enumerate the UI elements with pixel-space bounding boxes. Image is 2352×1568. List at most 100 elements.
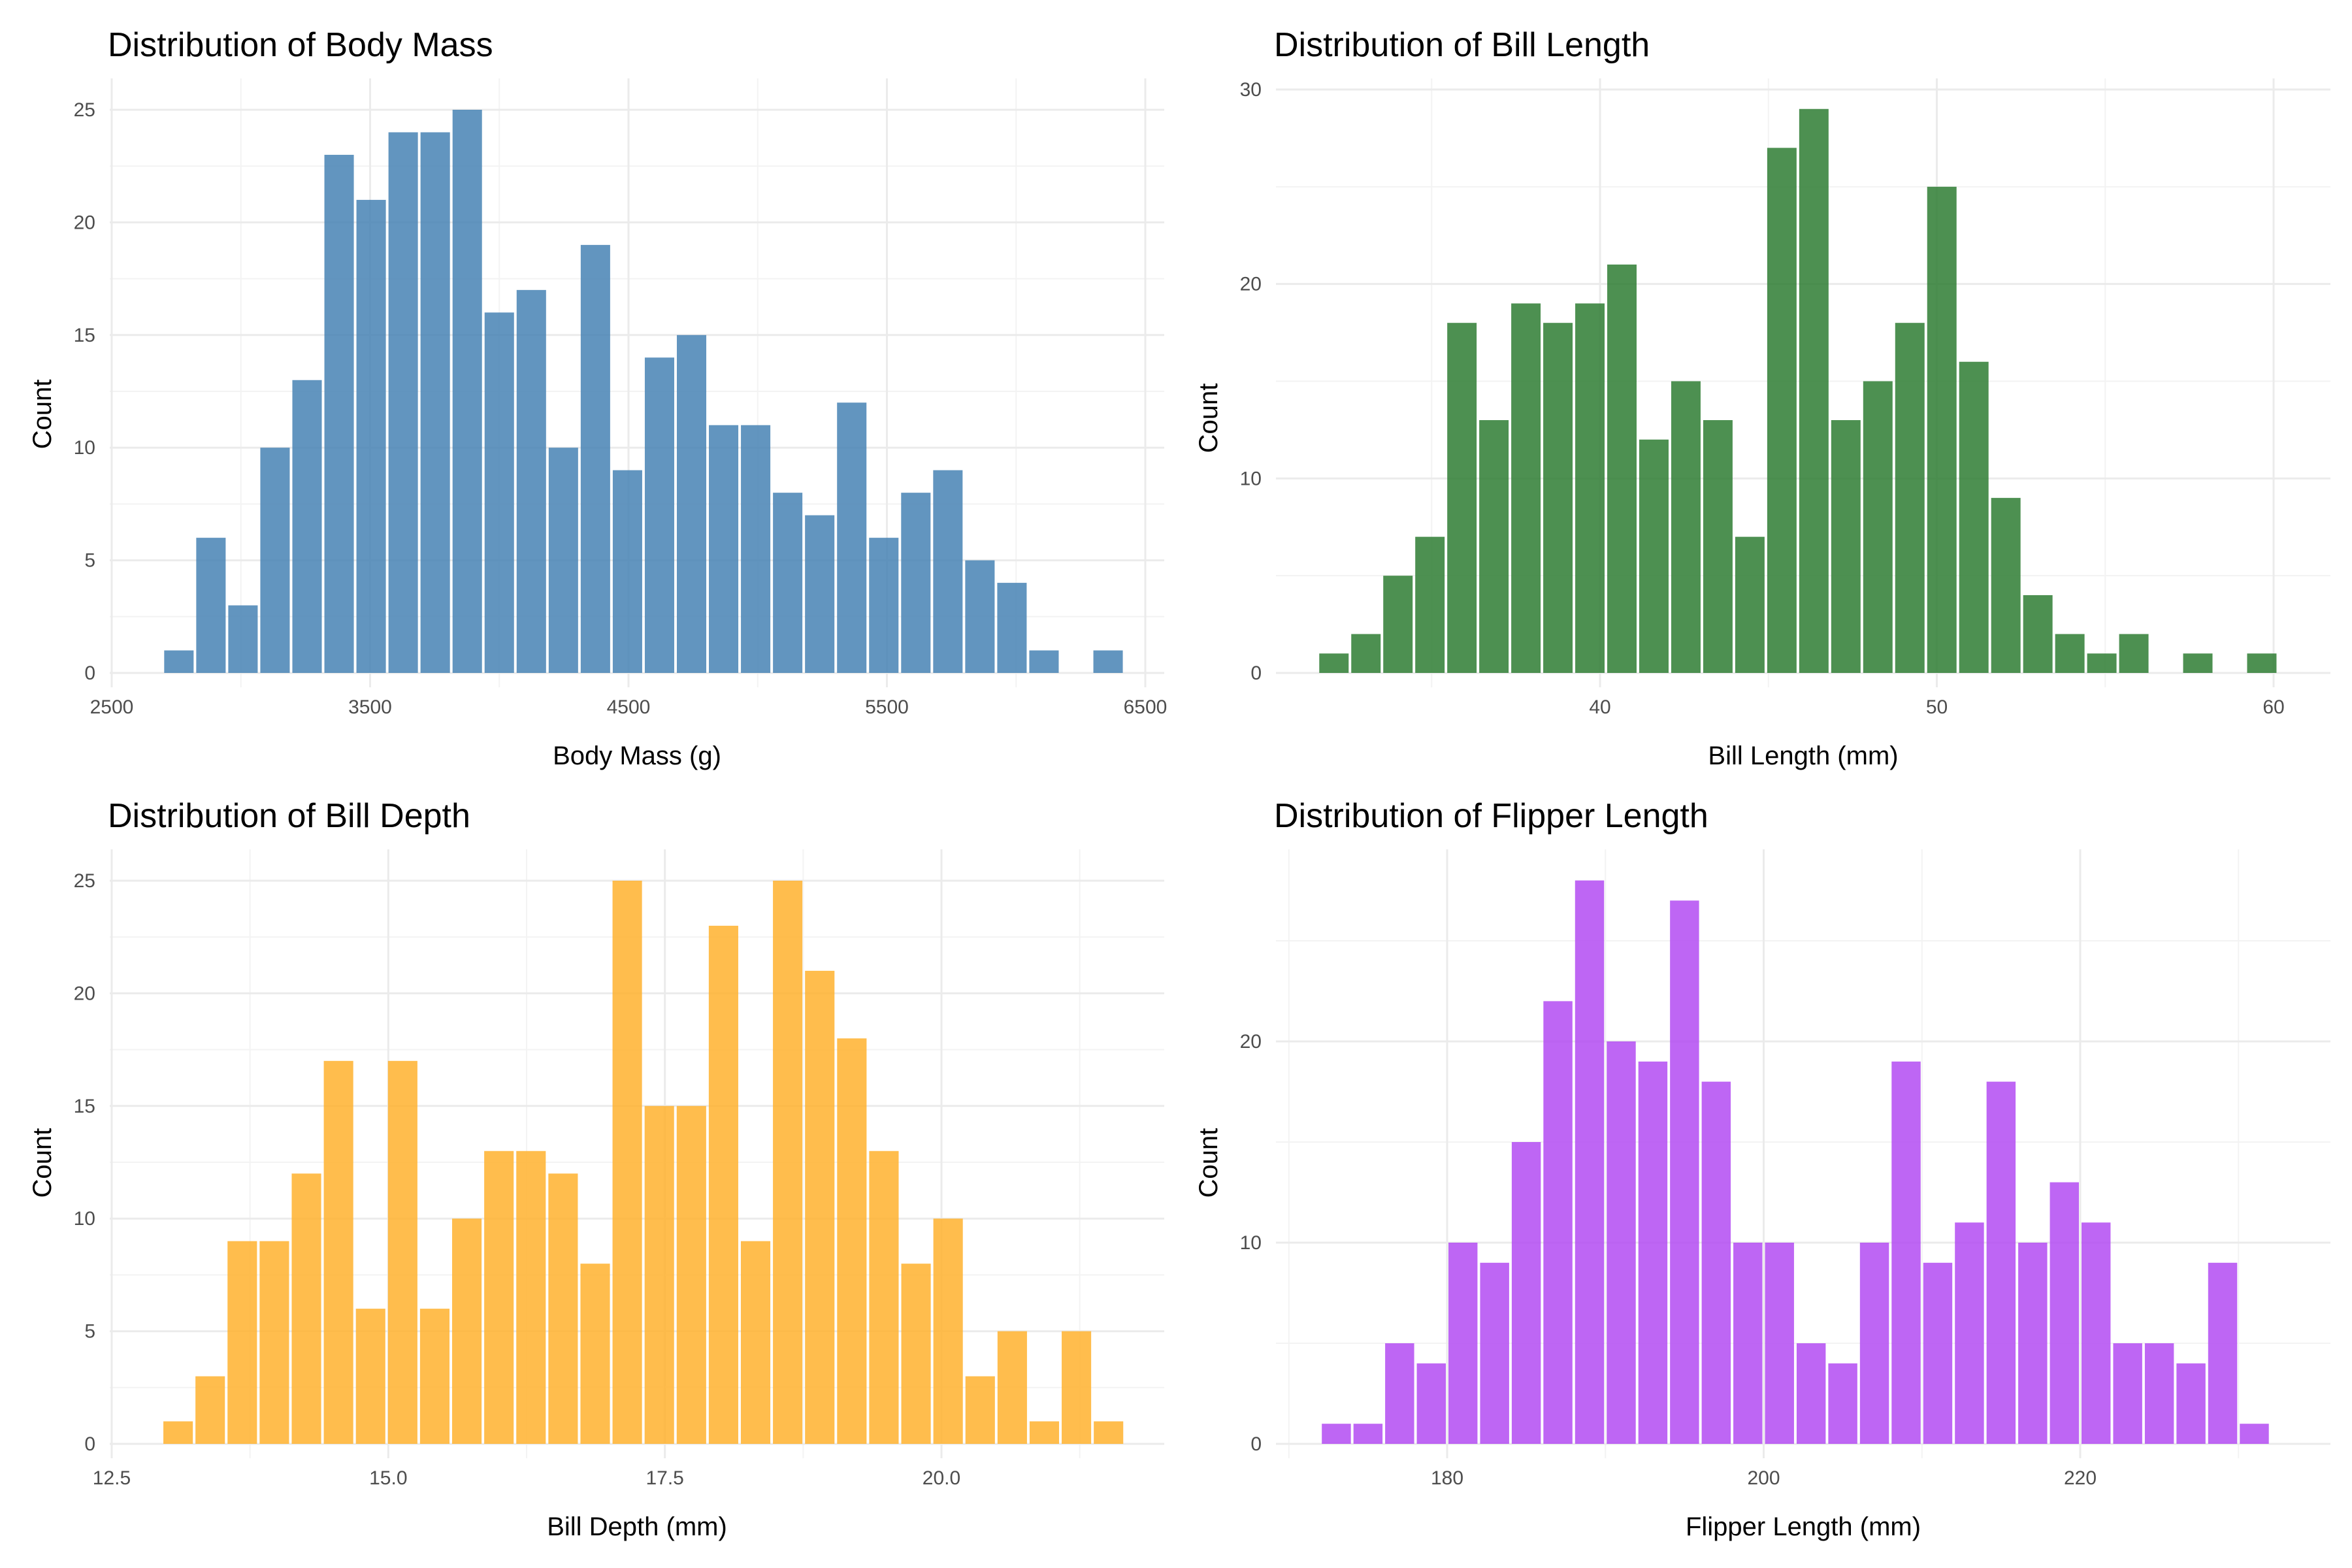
- histogram-bar: [1094, 1421, 1124, 1444]
- histogram-bar: [1986, 1081, 2016, 1444]
- histogram-bar: [676, 1105, 706, 1444]
- x-tick-label: 40: [1589, 696, 1610, 718]
- histogram-bar: [420, 132, 450, 674]
- histogram-bar: [1735, 536, 1765, 673]
- histogram-bar: [1799, 108, 1829, 673]
- histogram-bar: [1480, 1262, 1509, 1444]
- histogram-bar: [1607, 1041, 1636, 1444]
- histogram-bar: [2176, 1363, 2206, 1444]
- histogram-bar: [869, 1151, 899, 1444]
- histogram-bar: [997, 1331, 1027, 1444]
- histogram-bar: [2247, 653, 2277, 673]
- y-axis-label: Count: [28, 380, 57, 449]
- histogram-bar: [644, 357, 674, 673]
- x-tick-label: 6500: [1124, 696, 1168, 718]
- bars: [163, 881, 1124, 1444]
- panel-title: Distribution of Body Mass: [108, 26, 493, 64]
- histogram-bar: [2208, 1262, 2238, 1444]
- panel-flipper-length: Distribution of Flipper Length Flipper L…: [1194, 797, 2330, 1541]
- histogram-bar: [1670, 900, 1699, 1444]
- histogram-bar: [773, 493, 803, 673]
- histogram-bar: [516, 1151, 546, 1444]
- histogram-bar: [2050, 1182, 2079, 1444]
- y-tick-label: 15: [74, 1096, 95, 1117]
- histogram-bar: [965, 560, 995, 673]
- histogram-bar: [1895, 323, 1925, 673]
- histogram-bar: [1639, 439, 1669, 673]
- histogram-bar: [1959, 361, 1989, 673]
- histogram-bar: [1796, 1343, 1826, 1444]
- histogram-bar: [323, 1060, 353, 1444]
- x-tick-label: 4500: [607, 696, 651, 718]
- histogram-bar: [1383, 576, 1413, 673]
- y-tick-label: 0: [1250, 662, 1262, 684]
- y-tick-label: 5: [84, 1321, 95, 1343]
- histogram-bar: [580, 244, 610, 673]
- y-tick-label: 20: [74, 212, 95, 233]
- x-tick-label: 5500: [865, 696, 909, 718]
- histogram-bar: [1322, 1424, 1351, 1444]
- histogram-bar: [516, 289, 546, 674]
- y-tick-label: 0: [84, 662, 95, 684]
- histogram-bar: [1511, 303, 1541, 673]
- histogram-bar: [484, 1151, 514, 1444]
- histogram-bar: [419, 1309, 450, 1444]
- histogram-bar: [2119, 634, 2149, 673]
- y-tick-labels: 0 10 20: [1240, 1031, 1262, 1455]
- histogram-bar: [1062, 1331, 1092, 1444]
- histogram-bar: [1831, 420, 1861, 673]
- histogram-bar: [1767, 148, 1797, 674]
- histogram-bar: [163, 1421, 193, 1444]
- histogram-bar: [2240, 1424, 2269, 1444]
- histogram-bar: [259, 1241, 289, 1444]
- histogram-bar: [1638, 1061, 1668, 1444]
- histogram-bar: [901, 1264, 931, 1444]
- y-tick-labels: 0 5 10 15 20 25: [74, 99, 95, 684]
- histogram-bar: [228, 605, 258, 673]
- histogram-bar: [1385, 1343, 1414, 1444]
- histogram-bar: [740, 1241, 771, 1444]
- histogram-bar: [933, 470, 963, 673]
- panel-title: Distribution of Bill Depth: [108, 797, 470, 835]
- histogram-bar: [709, 425, 739, 673]
- y-tick-label: 30: [1240, 79, 1262, 101]
- histogram-bar: [1927, 186, 1957, 673]
- histogram-bar: [869, 538, 899, 673]
- histogram-bar: [548, 1173, 578, 1444]
- histogram-bar: [773, 881, 803, 1444]
- x-tick-label: 2500: [90, 696, 134, 718]
- histogram-bar: [1351, 634, 1381, 673]
- histogram-bar: [965, 1376, 995, 1444]
- histogram-bar: [388, 132, 418, 674]
- x-axis-label: Flipper Length (mm): [1686, 1512, 1921, 1541]
- histogram-bar: [1511, 1142, 1541, 1444]
- histogram-bar: [1319, 653, 1349, 673]
- x-tick-label: 3500: [348, 696, 392, 718]
- histogram-bar: [1416, 1363, 1446, 1444]
- x-tick-label: 60: [2262, 696, 2284, 718]
- histogram-bar: [1671, 381, 1701, 673]
- histogram-bar: [1859, 1243, 1889, 1444]
- histogram-bar: [2018, 1243, 2048, 1444]
- y-axis-label: Count: [28, 1128, 57, 1198]
- histogram-bar: [1955, 1222, 1984, 1444]
- histogram-bar: [2144, 1343, 2174, 1444]
- histogram-bar: [2113, 1343, 2142, 1444]
- y-tick-label: 25: [74, 99, 95, 121]
- y-axis-label: Count: [1194, 384, 1223, 453]
- histogram-bar: [708, 925, 738, 1444]
- panel-bill-depth: Distribution of Bill Depth Bill Depth (m…: [28, 797, 1164, 1541]
- y-tick-label: 0: [84, 1433, 95, 1455]
- histogram-bar: [741, 425, 771, 673]
- histogram-bar: [1447, 323, 1477, 673]
- panel-body-mass: Distribution of Body Mass Body Mass (g) …: [28, 26, 1167, 770]
- histogram-bar: [997, 583, 1027, 673]
- histogram-bar: [612, 881, 642, 1444]
- x-axis-label: Bill Length (mm): [1708, 742, 1898, 770]
- histogram-bar: [324, 154, 354, 673]
- histogram-bar: [164, 650, 194, 673]
- histogram-bar: [452, 110, 482, 673]
- histogram-bar: [676, 335, 707, 673]
- y-axis-label: Count: [1194, 1128, 1223, 1198]
- histogram-bar: [2082, 1222, 2111, 1444]
